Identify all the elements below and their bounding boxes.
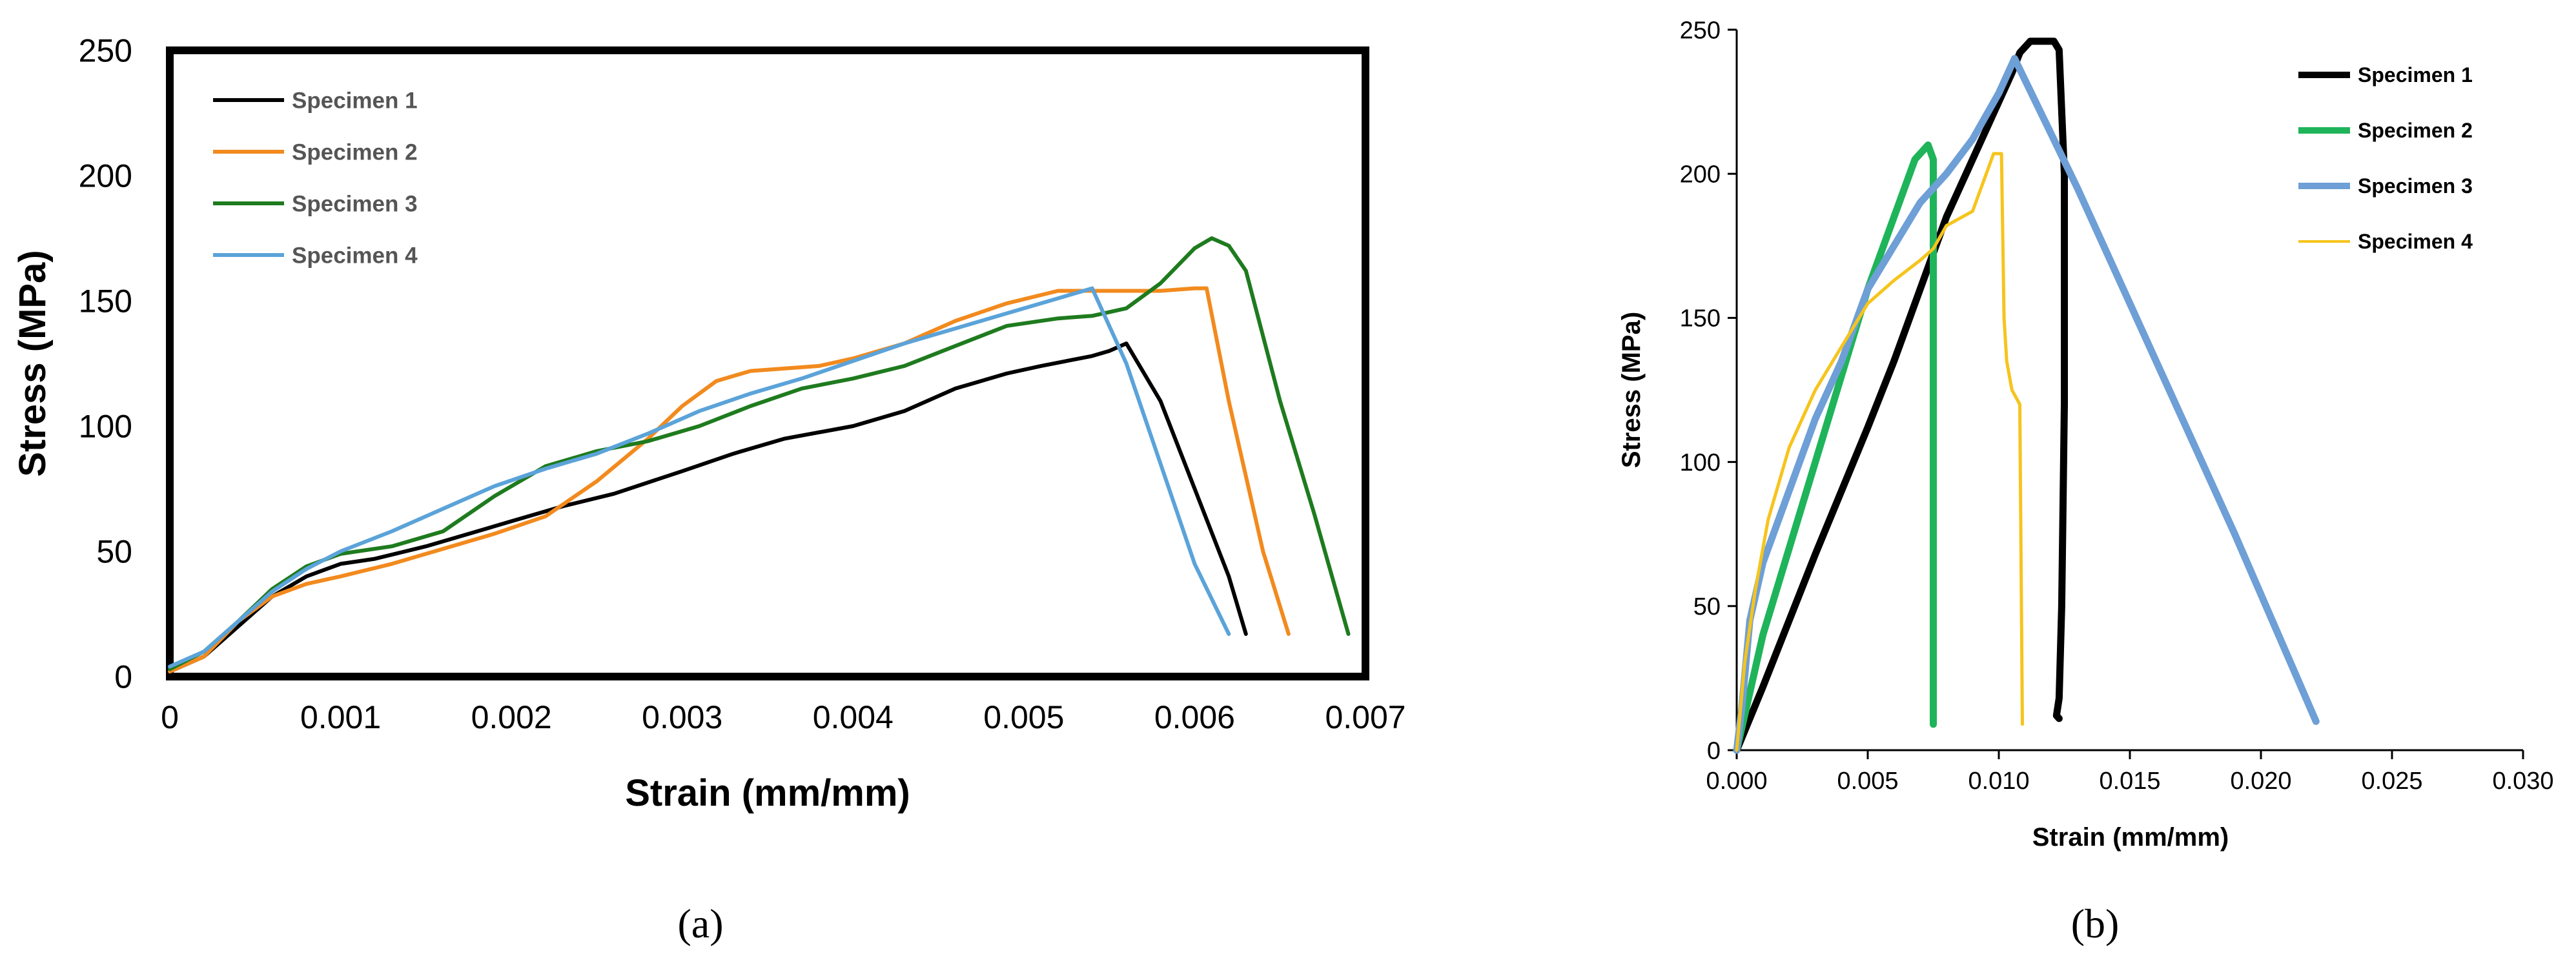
chart-a-x-tick-label: 0.001 <box>300 699 381 735</box>
chart-a-x-tick-label: 0.006 <box>1154 699 1235 735</box>
chart-a-y-tick-labels: 0 50 100 150 200 250 <box>79 33 132 695</box>
chart-b-series-line-3 <box>1733 55 2320 754</box>
chart-b-y-tick-labels: 0 50 100 150 200 250 <box>1680 17 1721 764</box>
chart-a-y-tick-label: 150 <box>79 283 132 320</box>
chart-a-x-tick-label: 0.005 <box>983 699 1064 735</box>
chart-b-x-tick-label: 0.015 <box>2099 768 2160 795</box>
chart-a-x-tick-label: 0.002 <box>471 699 552 735</box>
chart-b-y-tick-label: 250 <box>1680 17 1721 44</box>
chart-a-legend-label-1: Specimen 1 <box>292 88 418 113</box>
chart-a-series-line-2 <box>168 286 1291 674</box>
chart-a-y-tick-label: 0 <box>114 659 132 695</box>
chart-a-legend-label-3: Specimen 3 <box>292 191 418 216</box>
chart-a-x-tick-label: 0.007 <box>1325 699 1406 735</box>
chart-a-y-tick-label: 100 <box>79 409 132 445</box>
chart-a-x-tick-labels: 0 0.001 0.002 0.003 0.004 0.005 0.006 0.007 <box>161 699 1406 735</box>
chart-b-series-line-1 <box>1733 37 2068 754</box>
chart-a-y-tick-label: 250 <box>79 33 132 69</box>
chart-a-x-tick-label: 0.004 <box>813 699 894 735</box>
chart-a-y-axis-label: Stress (MPa) <box>12 250 54 476</box>
chart-b-y-tick-label: 0 <box>1707 737 1721 764</box>
chart-b-x-axis-label: Strain (mm/mm) <box>2032 823 2229 852</box>
chart-a: 0 50 100 150 200 250 0 0.001 0.002 0.003 0.004 0.0… <box>12 33 1406 947</box>
chart-b: 0 50 100 150 200 250 0.000 0.005 0.010 0.015 0.02… <box>1617 17 2554 946</box>
chart-b-y-tick-label: 100 <box>1680 449 1721 476</box>
chart-b-legend-label-3: Specimen 3 <box>2358 174 2473 198</box>
chart-a-x-axis-label: Strain (mm/mm) <box>625 772 910 814</box>
chart-a-plot-frame <box>166 46 1369 680</box>
chart-b-series-line-4 <box>1735 152 2024 752</box>
chart-b-x-tick-label: 0.005 <box>1837 768 1898 795</box>
chart-a-legend: Specimen 1 Specimen 2 Specimen 3 Specimen 4 <box>213 88 418 268</box>
chart-b-y-tick-label: 200 <box>1680 161 1721 189</box>
chart-b-x-tick-labels: 0.000 0.005 0.010 0.015 0.020 0.025 0.030 <box>1706 768 2553 795</box>
chart-a-y-tick-label: 200 <box>79 158 132 194</box>
chart-b-x-tick-label: 0.020 <box>2230 768 2291 795</box>
chart-a-series <box>168 236 1351 674</box>
chart-a-legend-label-2: Specimen 2 <box>292 139 418 165</box>
caption-a: (a) <box>677 901 723 946</box>
chart-a-series-line-3 <box>168 236 1351 671</box>
chart-a-x-tick-label: 0 <box>161 699 179 735</box>
chart-b-x-tick-label: 0.010 <box>1968 768 2029 795</box>
chart-a-y-tick-label: 50 <box>96 534 132 570</box>
caption-b: (b) <box>2071 901 2120 946</box>
chart-a-series-line-1 <box>168 342 1248 674</box>
chart-a-legend-label-4: Specimen 4 <box>292 243 418 268</box>
chart-b-legend-label-1: Specimen 1 <box>2358 63 2473 87</box>
chart-b-x-tick-label: 0.030 <box>2492 768 2553 795</box>
chart-b-legend: Specimen 1 Specimen 2 Specimen 3 Specimen 4 <box>2298 63 2473 253</box>
chart-b-y-tick-label: 150 <box>1680 305 1721 332</box>
chart-b-y-tick-label: 50 <box>1693 593 1721 620</box>
chart-b-x-tick-label: 0.025 <box>2361 768 2422 795</box>
chart-b-x-tick-label: 0.000 <box>1706 768 1767 795</box>
chart-b-y-axis-label: Stress (MPa) <box>1617 312 1646 468</box>
chart-b-legend-label-4: Specimen 4 <box>2358 230 2473 253</box>
chart-a-x-tick-label: 0.003 <box>642 699 722 735</box>
chart-a-series-line-4 <box>168 286 1231 669</box>
chart-b-legend-label-2: Specimen 2 <box>2358 119 2473 142</box>
chart-b-tick-marks <box>1728 28 2524 759</box>
chart-b-series <box>1733 37 2320 754</box>
